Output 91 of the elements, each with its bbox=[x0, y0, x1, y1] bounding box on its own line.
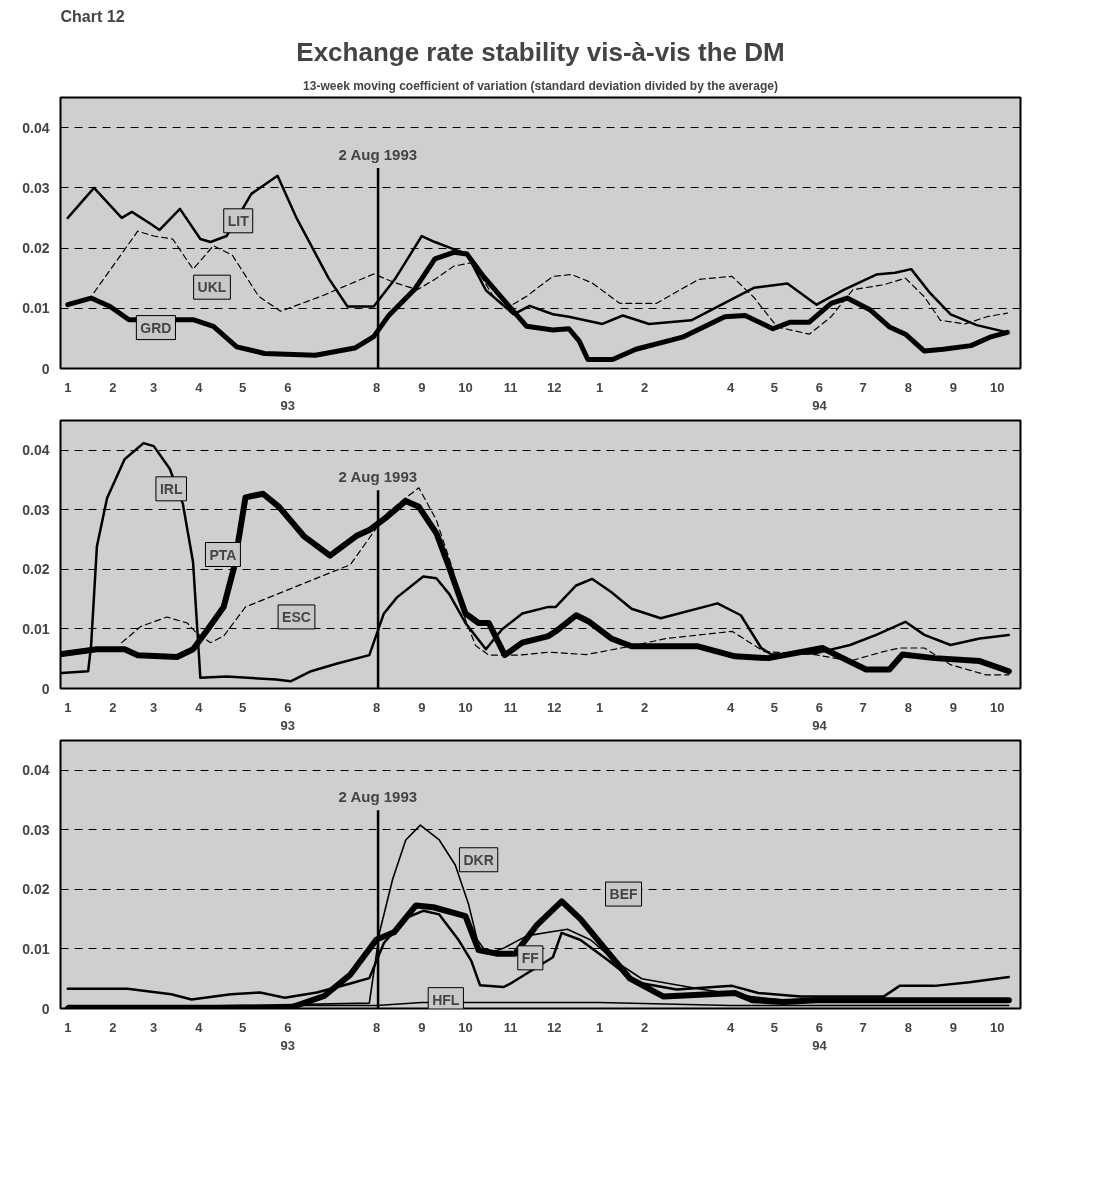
ref-line-label: 2 Aug 1993 bbox=[338, 145, 418, 163]
series-label: DKR bbox=[463, 851, 494, 868]
x-tick-label: 11 bbox=[503, 1019, 518, 1035]
x-tick-label: 4 bbox=[726, 379, 735, 395]
x-tick-label: 6 93 bbox=[280, 1019, 295, 1053]
x-tick-label: 7 bbox=[859, 379, 867, 395]
series-label: UKL bbox=[197, 279, 227, 296]
x-tick-label: 8 bbox=[904, 1019, 912, 1035]
x-tick-label: 8 bbox=[373, 379, 381, 395]
x-tick-label: 5 bbox=[238, 699, 247, 715]
ref-line-label: 2 Aug 1993 bbox=[338, 787, 418, 805]
x-tick-label: 2 bbox=[641, 699, 649, 715]
x-tick-label: 6 93 bbox=[280, 699, 295, 733]
x-tick-label: 7 bbox=[859, 699, 867, 715]
x-tick-label: 12 bbox=[547, 379, 562, 395]
series-label: LIT bbox=[227, 212, 250, 229]
chart-title: Exchange rate stability vis-à-vis the DM bbox=[296, 36, 785, 67]
x-tick-label: 1 bbox=[595, 1019, 604, 1035]
x-tick-label: 5 bbox=[238, 1019, 247, 1035]
x-tick-label: 8 bbox=[904, 379, 912, 395]
x-tick-label: 6 94 bbox=[812, 379, 828, 413]
series-label: GRD bbox=[140, 319, 172, 336]
x-tick-label: 4 bbox=[195, 1019, 204, 1035]
x-tick-label: 11 bbox=[503, 699, 518, 715]
x-tick-label: 5 bbox=[238, 379, 247, 395]
y-tick-label: 0.01 bbox=[22, 940, 50, 957]
y-tick-label: 0.03 bbox=[22, 501, 50, 518]
x-tick-label: 10 bbox=[989, 1019, 1005, 1035]
ref-line-label: 2 Aug 1993 bbox=[338, 467, 418, 485]
x-tick-label: 9 bbox=[949, 379, 958, 395]
x-tick-label: 4 bbox=[726, 699, 735, 715]
x-tick-label: 6 94 bbox=[812, 1019, 828, 1053]
text: BEF bbox=[609, 886, 638, 903]
x-tick-label: 5 bbox=[770, 1019, 778, 1035]
x-tick-label: 9 bbox=[949, 1019, 958, 1035]
x-tick-label: 10 bbox=[458, 699, 473, 715]
x-tick-label: 9 bbox=[418, 379, 426, 395]
x-tick-label: 2 bbox=[109, 379, 117, 395]
x-tick-label: 1 bbox=[595, 699, 604, 715]
y-tick-label: 0.04 bbox=[22, 119, 50, 136]
x-tick-label: 2 bbox=[109, 699, 117, 715]
x-tick-label: 1 bbox=[64, 699, 72, 715]
y-tick-label: 0.01 bbox=[22, 620, 50, 637]
y-tick-label: 0.02 bbox=[22, 240, 50, 257]
x-tick-label: 12 bbox=[547, 699, 562, 715]
y-tick-label: 0.02 bbox=[22, 881, 50, 898]
y-tick-label: 0 bbox=[41, 360, 50, 377]
x-tick-label: 3 bbox=[150, 379, 158, 395]
y-tick-label: 0.02 bbox=[22, 561, 50, 578]
x-tick-label: 9 bbox=[949, 699, 958, 715]
y-tick-label: 0 bbox=[41, 1000, 50, 1017]
x-tick-label: 9 bbox=[418, 1019, 426, 1035]
y-tick-label: 0.04 bbox=[22, 762, 50, 779]
x-tick-label: 8 bbox=[904, 699, 912, 715]
caption: Chart 12 bbox=[60, 7, 125, 25]
x-tick-label: 3 bbox=[150, 1019, 158, 1035]
x-tick-label: 5 bbox=[770, 699, 778, 715]
x-tick-label: 9 bbox=[418, 699, 426, 715]
x-tick-label: 4 bbox=[726, 1019, 735, 1035]
x-tick-label: 11 bbox=[503, 379, 518, 395]
y-tick-label: 0.01 bbox=[22, 300, 50, 317]
x-tick-label: 4 bbox=[195, 379, 204, 395]
x-tick-label: 1 bbox=[595, 379, 604, 395]
x-tick-label: 6 94 bbox=[812, 699, 828, 733]
series-label: ESC bbox=[282, 608, 311, 625]
series-label: IRL bbox=[159, 480, 183, 497]
x-tick-label: 2 bbox=[641, 1019, 649, 1035]
x-tick-label: 10 bbox=[989, 699, 1005, 715]
x-tick-label: 5 bbox=[770, 379, 778, 395]
y-tick-label: 0.04 bbox=[22, 442, 50, 459]
x-tick-label: 6 93 bbox=[280, 379, 295, 413]
x-tick-label: 2 bbox=[109, 1019, 117, 1035]
series-label: HFL bbox=[432, 991, 460, 1008]
y-tick-label: 0.03 bbox=[22, 179, 50, 196]
x-tick-label: 12 bbox=[547, 1019, 562, 1035]
x-tick-label: 2 bbox=[641, 379, 649, 395]
series-label: PTA bbox=[209, 546, 237, 563]
series-label: FF bbox=[521, 949, 540, 966]
x-tick-label: 8 bbox=[373, 699, 381, 715]
x-tick-label: 1 bbox=[64, 379, 72, 395]
x-tick-label: 3 bbox=[150, 699, 158, 715]
chart-subtitle: 13-week moving coefficient of variation (standard deviation divided by the average) bbox=[303, 78, 778, 93]
x-tick-label: 8 bbox=[373, 1019, 381, 1035]
y-tick-label: 0 bbox=[41, 680, 50, 697]
x-tick-label: 10 bbox=[989, 379, 1005, 395]
x-tick-label: 7 bbox=[859, 1019, 867, 1035]
x-tick-label: 1 bbox=[64, 1019, 72, 1035]
x-tick-label: 10 bbox=[458, 379, 473, 395]
x-tick-label: 4 bbox=[195, 699, 204, 715]
y-tick-label: 0.03 bbox=[22, 821, 50, 838]
x-tick-label: 10 bbox=[458, 1019, 473, 1035]
